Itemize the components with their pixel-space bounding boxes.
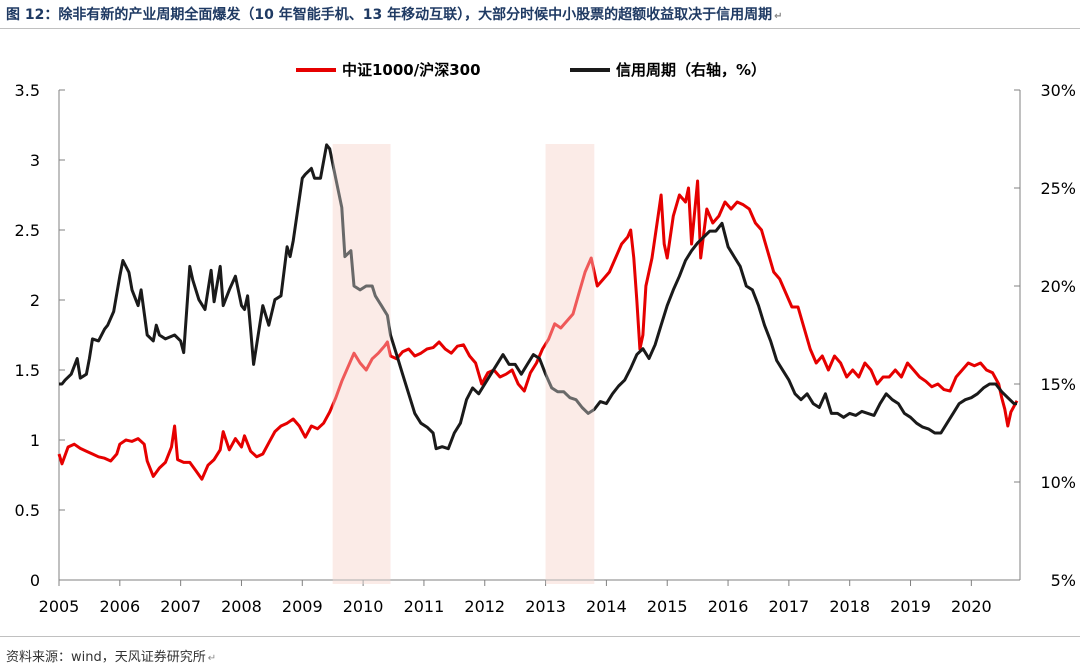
footer-divider — [0, 636, 1080, 637]
left-tick-label: 3 — [30, 151, 40, 170]
title-divider — [0, 28, 1080, 29]
left-tick-label: 3.5 — [15, 81, 40, 100]
x-tick-label: 2014 — [586, 597, 627, 616]
right-tick-label: 25% — [1040, 179, 1076, 198]
x-tick-label: 2019 — [890, 597, 931, 616]
x-tick-label: 2013 — [525, 597, 566, 616]
series-line-1 — [57, 179, 1019, 481]
left-tick-label: 0 — [30, 571, 40, 590]
x-tick-label: 2009 — [282, 597, 323, 616]
x-tick-label: 2005 — [39, 597, 80, 616]
highlight-overlay-1 — [332, 144, 391, 584]
x-tick-label: 2017 — [769, 597, 810, 616]
figure-title: 图 12：除非有新的产业周期全面爆发（10 年智能手机、13 年移动互联），大部… — [6, 7, 783, 23]
legend: 中证1000/沪深300 信用周期（右轴，%） — [296, 61, 766, 79]
x-tick-label: 2016 — [708, 597, 749, 616]
x-tick-label: 2006 — [99, 597, 140, 616]
chart: 0 0.5 1 1.5 2 2.5 3 3.5 5% 10% 15% 20% 25% 30% 2005 200… — [15, 61, 1076, 616]
left-tick-label: 2 — [30, 291, 40, 310]
x-tick-label: 2010 — [343, 597, 384, 616]
right-tick-label: 30% — [1040, 81, 1076, 100]
right-tick-label: 20% — [1040, 277, 1076, 296]
x-tick-label: 2008 — [221, 597, 262, 616]
legend-label-series-2: 信用周期（右轴，%） — [616, 61, 766, 79]
highlight-band-2 — [545, 144, 595, 584]
source-note: 资料来源：wind，天风证券研究所 ↵ — [6, 650, 217, 665]
left-tick-label: 1.5 — [15, 361, 40, 380]
axes: 0 0.5 1 1.5 2 2.5 3 3.5 5% 10% 15% 20% 25% 30% 2005 200… — [15, 81, 1076, 616]
left-tick-label: 1 — [30, 431, 40, 450]
x-tick-label: 2018 — [829, 597, 870, 616]
highlight-bands — [332, 144, 595, 584]
legend-label-series-1: 中证1000/沪深300 — [342, 61, 481, 79]
series-lines — [57, 143, 1019, 584]
right-tick-label: 10% — [1040, 473, 1076, 492]
left-tick-label: 2.5 — [15, 221, 40, 240]
x-tick-label: 2015 — [647, 597, 688, 616]
right-tick-label: 15% — [1040, 375, 1076, 394]
x-tick-label: 2012 — [464, 597, 505, 616]
left-tick-label: 0.5 — [15, 501, 40, 520]
x-tick-label: 2007 — [160, 597, 201, 616]
return-mark-icon: ↵ — [774, 11, 783, 22]
x-tick-label: 2011 — [404, 597, 445, 616]
highlight-overlay-2 — [545, 144, 595, 584]
series-line-2 — [59, 143, 1017, 451]
return-mark-icon: ↵ — [207, 653, 217, 664]
x-tick-label: 2020 — [951, 597, 992, 616]
right-tick-label: 5% — [1051, 571, 1076, 590]
